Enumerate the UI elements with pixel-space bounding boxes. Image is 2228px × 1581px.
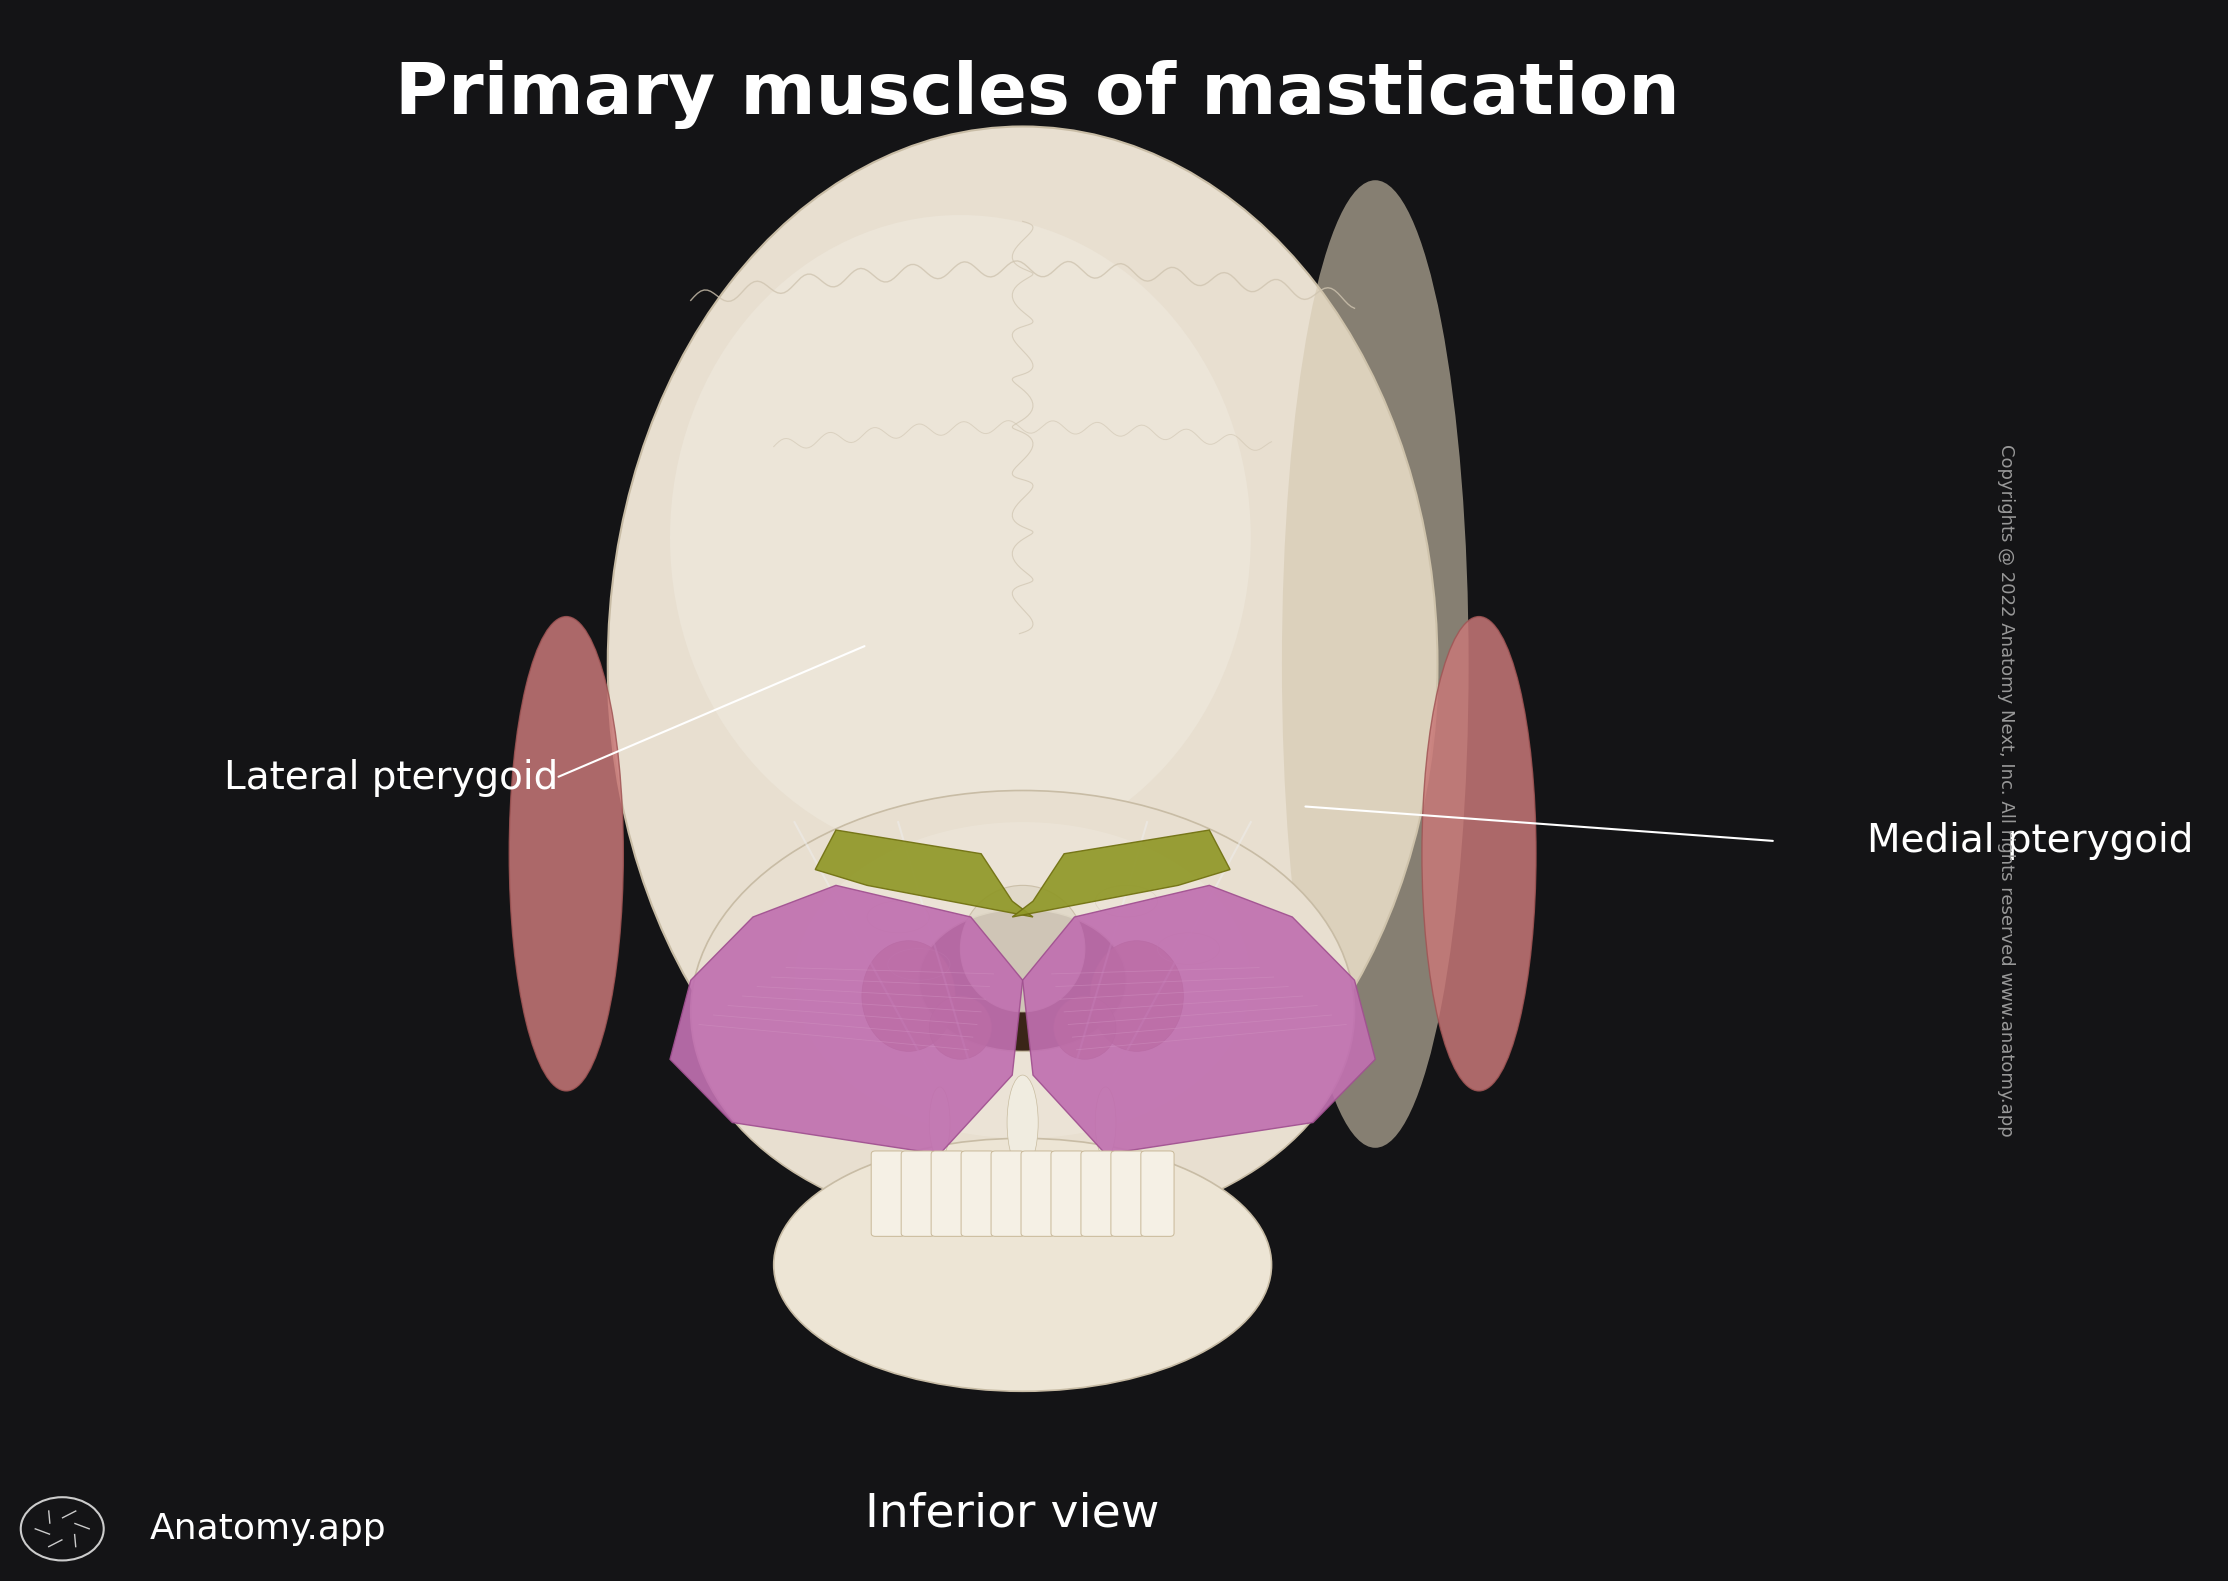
Ellipse shape bbox=[1054, 996, 1116, 1059]
FancyBboxPatch shape bbox=[871, 1151, 905, 1236]
Ellipse shape bbox=[929, 996, 991, 1059]
FancyBboxPatch shape bbox=[991, 1151, 1025, 1236]
Polygon shape bbox=[1023, 885, 1375, 1154]
Ellipse shape bbox=[691, 790, 1355, 1233]
Polygon shape bbox=[1012, 830, 1230, 917]
FancyBboxPatch shape bbox=[1081, 1151, 1114, 1236]
Ellipse shape bbox=[1089, 941, 1183, 1051]
Polygon shape bbox=[671, 885, 1023, 1154]
Text: Medial pterygoid: Medial pterygoid bbox=[1867, 822, 2192, 860]
Ellipse shape bbox=[795, 822, 1250, 1138]
Text: Inferior view: Inferior view bbox=[864, 1492, 1159, 1537]
Ellipse shape bbox=[671, 215, 1250, 860]
Polygon shape bbox=[815, 830, 1034, 917]
Ellipse shape bbox=[773, 1138, 1272, 1391]
FancyBboxPatch shape bbox=[1112, 1151, 1145, 1236]
Ellipse shape bbox=[1007, 1075, 1038, 1170]
Ellipse shape bbox=[1421, 617, 1535, 1091]
Text: Primary muscles of mastication: Primary muscles of mastication bbox=[394, 60, 1680, 130]
Ellipse shape bbox=[608, 126, 1437, 1202]
FancyBboxPatch shape bbox=[900, 1151, 934, 1236]
FancyBboxPatch shape bbox=[1141, 1151, 1174, 1236]
Ellipse shape bbox=[862, 941, 956, 1051]
Text: Anatomy.app: Anatomy.app bbox=[149, 1511, 385, 1546]
Ellipse shape bbox=[1281, 180, 1468, 1148]
Ellipse shape bbox=[918, 909, 1127, 1051]
FancyBboxPatch shape bbox=[1052, 1151, 1085, 1236]
Text: Lateral pterygoid: Lateral pterygoid bbox=[225, 759, 559, 797]
FancyBboxPatch shape bbox=[960, 1151, 994, 1236]
FancyBboxPatch shape bbox=[931, 1151, 965, 1236]
Text: Copyrights @ 2022 Anatomy Next, Inc. All rights reserved www.anatomy.app: Copyrights @ 2022 Anatomy Next, Inc. All… bbox=[1996, 444, 2014, 1137]
Ellipse shape bbox=[1096, 1088, 1116, 1157]
Ellipse shape bbox=[929, 1088, 949, 1157]
FancyBboxPatch shape bbox=[1020, 1151, 1054, 1236]
Ellipse shape bbox=[960, 885, 1085, 1012]
Ellipse shape bbox=[510, 617, 624, 1091]
